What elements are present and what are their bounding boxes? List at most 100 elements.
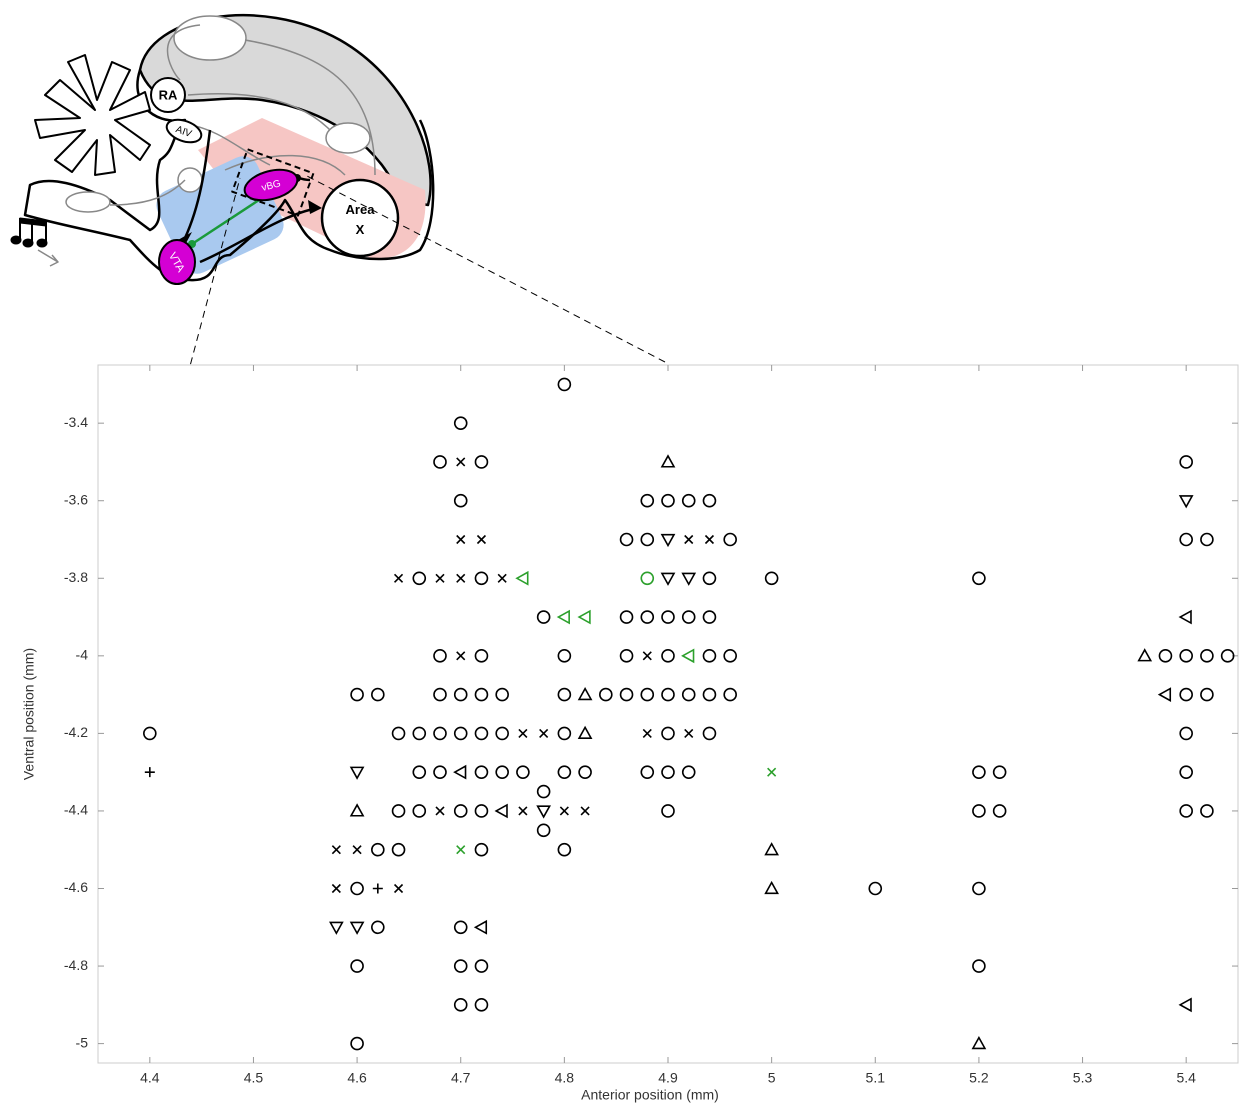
data-point — [1200, 804, 1214, 818]
data-point — [1200, 649, 1214, 663]
data-point — [660, 572, 676, 586]
area-x-label-line: Area — [346, 202, 376, 217]
y-axis-label: Ventral position (mm) — [21, 648, 37, 780]
data-point — [350, 687, 364, 702]
data-point — [640, 571, 655, 586]
data-point — [474, 571, 489, 586]
data-point — [372, 883, 383, 894]
data-point — [474, 959, 489, 973]
data-point — [764, 880, 779, 895]
sound-arrow — [37, 249, 59, 267]
data-point — [350, 959, 364, 973]
data-point — [412, 726, 427, 741]
y-tick-label: -5 — [76, 1034, 89, 1050]
area-x-label-line: X — [356, 222, 365, 237]
data-point — [640, 532, 655, 547]
data-point — [433, 455, 447, 469]
vbg-label: vBG — [260, 178, 282, 194]
data-point — [453, 920, 468, 935]
data-point — [723, 532, 737, 547]
y-tick-label: -3.4 — [64, 414, 88, 430]
zoom-line — [304, 174, 666, 363]
data-point — [495, 726, 509, 741]
x-tick-label: 5.3 — [1073, 1070, 1093, 1086]
data-point — [660, 454, 676, 468]
data-point — [456, 534, 466, 545]
data-point — [640, 610, 655, 624]
data-point — [1179, 765, 1193, 779]
data-point — [1178, 997, 1192, 1013]
data-point — [371, 842, 385, 857]
data-point — [580, 806, 590, 816]
data-point — [599, 687, 613, 702]
x-tick-label: 4.5 — [244, 1070, 264, 1086]
data-point — [536, 823, 551, 838]
data-point — [681, 765, 696, 779]
y-tick-label: -4.2 — [64, 724, 88, 740]
data-point — [433, 687, 447, 702]
nucleus — [325, 122, 371, 154]
data-point — [143, 726, 157, 741]
data-point — [456, 457, 466, 467]
brain-outline — [23, 69, 435, 282]
x-tick-label: 4.6 — [347, 1070, 367, 1086]
data-point — [352, 845, 362, 855]
x-tick-label: 4.9 — [658, 1070, 678, 1086]
data-point — [474, 842, 489, 857]
data-point — [536, 805, 551, 819]
data-point — [456, 651, 466, 661]
x-tick-label: 4.8 — [555, 1070, 575, 1086]
data-point — [557, 649, 572, 663]
data-point — [474, 726, 489, 741]
projection — [109, 24, 376, 206]
zoom-box — [231, 148, 315, 217]
ra — [150, 77, 186, 113]
data-point — [972, 765, 986, 779]
data-point — [660, 533, 676, 548]
data-point — [723, 649, 737, 663]
data-point — [349, 921, 365, 935]
data-point — [474, 455, 489, 469]
data-point — [433, 765, 447, 779]
data-point — [453, 764, 467, 780]
data-point — [557, 842, 572, 857]
data-point — [681, 572, 697, 586]
data-point — [767, 767, 777, 777]
data-point — [1179, 532, 1193, 547]
data-point — [1179, 726, 1193, 741]
data-point — [539, 728, 549, 738]
data-point — [473, 919, 488, 935]
data-point — [702, 493, 717, 508]
data-point — [497, 573, 507, 583]
nucleus — [173, 15, 247, 61]
nucleus — [65, 191, 111, 213]
data-point — [972, 881, 986, 896]
cerebellum — [34, 54, 151, 176]
data-point — [578, 765, 592, 779]
area-x-label: Area X — [346, 202, 376, 237]
data-point — [433, 726, 447, 741]
data-point — [868, 881, 883, 896]
y-tick-label: -3.6 — [64, 491, 88, 507]
data-point — [577, 686, 593, 701]
data-point — [684, 728, 694, 738]
data-point — [661, 765, 675, 779]
data-point — [723, 687, 737, 702]
data-point — [1179, 455, 1193, 469]
data-point — [702, 687, 717, 702]
data-point — [453, 726, 468, 741]
y-tick-label: -3.8 — [64, 569, 88, 585]
area-x — [320, 178, 400, 258]
x-axis-label: Anterior position (mm) — [581, 1087, 719, 1103]
data-point — [556, 609, 570, 625]
data-point — [350, 1036, 364, 1051]
data-point — [516, 765, 530, 779]
data-point — [371, 687, 385, 702]
data-point — [619, 532, 634, 547]
data-point — [1178, 609, 1192, 625]
data-point — [518, 806, 528, 816]
data-point — [494, 803, 508, 819]
data-point — [557, 726, 572, 741]
